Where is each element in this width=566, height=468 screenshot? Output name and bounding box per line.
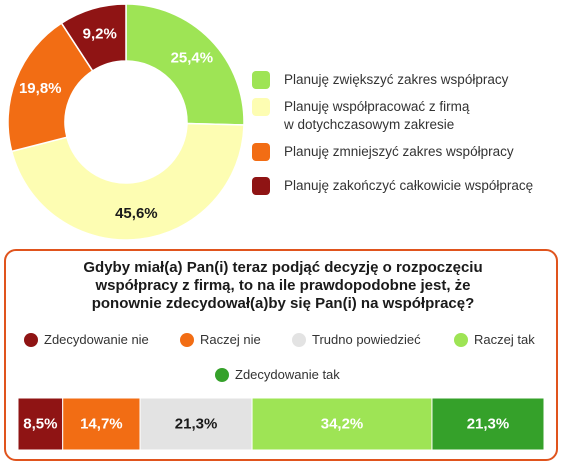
legend-label-decrease: Planuję zmniejszyć zakres współpracy <box>284 144 514 159</box>
legend-zdecydowanie-nie: Zdecydowanie nie <box>24 332 149 347</box>
legend-item-increase: Planuję zwiększyć zakres współpracy <box>252 71 554 89</box>
legend-raczej-nie: Raczej nie <box>180 332 261 347</box>
legend-item-same: Planuję współpracować z firmą w dotychcz… <box>252 98 554 134</box>
legend-swatch-end <box>252 177 270 195</box>
legend-label-same: Planuję współpracować z firmą w dotychcz… <box>284 98 554 134</box>
donut-slice-end <box>60 3 127 72</box>
legend-text-zdecydowanie-tak: Zdecydowanie tak <box>235 367 340 382</box>
legend-dot-zdecydowanie-tak <box>215 367 229 382</box>
legend-dot-trudno-powiedziec <box>292 332 306 347</box>
donut-label-increase: 25,4% <box>171 49 214 66</box>
question-line-2: współpracy z firmą, to na ile prawdopodo… <box>95 277 471 294</box>
bar-segment-zdecydowanie-tak <box>431 398 544 450</box>
legend-text-zdecydowanie-nie: Zdecydowanie nie <box>44 332 149 347</box>
legend-dot-raczej-nie <box>180 332 194 347</box>
donut-label-decrease: 19,8% <box>19 80 62 97</box>
legend-label-same-line1: Planuję współpracować z firmą <box>284 99 470 114</box>
bar-segment-trudno-powiedziec <box>139 398 253 450</box>
bar-label-trudno-powiedziec: 21,3% <box>175 416 218 433</box>
legend-swatch-increase <box>252 71 270 89</box>
bar-segment-raczej-nie <box>62 398 141 450</box>
question-title: Gdyby miał(a) Pan(i) teraz podjąć decyzj… <box>36 259 530 313</box>
legend-trudno-powiedziec: Trudno powiedzieć <box>292 332 421 347</box>
donut-label-end: 9,2% <box>83 25 117 42</box>
legend-text-raczej-tak: Raczej tak <box>474 332 535 347</box>
bar-label-zdecydowanie-nie: 8,5% <box>23 416 57 433</box>
legend-dot-zdecydowanie-nie <box>24 332 38 347</box>
donut-label-same: 45,6% <box>115 205 158 222</box>
legend-label-end: Planuję zakończyć całkowicie współpracę <box>284 178 534 193</box>
legend-zdecydowanie-tak: Zdecydowanie tak <box>215 367 340 382</box>
donut-slice-decrease <box>7 22 94 153</box>
legend-raczej-tak: Raczej tak <box>454 332 535 347</box>
legend-label-same-line2: w dotychczasowym zakresie <box>284 117 455 132</box>
bar-label-zdecydowanie-tak: 21,3% <box>467 416 510 433</box>
legend-dot-raczej-tak <box>454 332 468 347</box>
survey-panel: Gdyby miał(a) Pan(i) teraz podjąć decyzj… <box>4 249 558 461</box>
legend-text-trudno-powiedziec: Trudno powiedzieć <box>312 332 421 347</box>
bar-label-raczej-nie: 14,7% <box>80 416 123 433</box>
legend-item-decrease: Planuję zmniejszyć zakres współpracy <box>252 143 554 161</box>
donut-slice-same <box>10 122 245 241</box>
legend-label-increase: Planuję zwiększyć zakres współpracy <box>284 72 509 87</box>
question-line-3: ponownie zdecydował(a)by się Pan(i) na w… <box>91 295 475 312</box>
legend-item-end: Planuję zakończyć całkowicie współpracę <box>252 177 554 195</box>
legend-text-raczej-nie: Raczej nie <box>200 332 261 347</box>
stacked-bar-chart: 8,5% 14,7% 21,3% 34,2% 21,3% <box>18 398 544 450</box>
bar-segment-raczej-tak <box>251 398 433 450</box>
legend-swatch-decrease <box>252 143 270 161</box>
bar-label-raczej-tak: 34,2% <box>321 416 364 433</box>
donut-chart: 25,4% 45,6% 19,8% 9,2% <box>7 3 245 241</box>
legend-swatch-same <box>252 98 270 116</box>
donut-slice-increase <box>125 3 245 126</box>
question-line-1: Gdyby miał(a) Pan(i) teraz podjąć decyzj… <box>83 259 483 276</box>
